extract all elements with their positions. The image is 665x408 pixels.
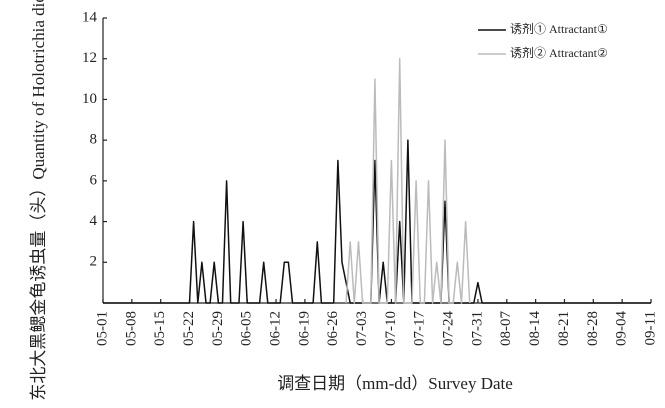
x-tick-label: 06-26 <box>325 311 341 346</box>
x-tick-label: 06-12 <box>267 311 283 346</box>
y-axis-label: 东北大黑鳃金龟诱虫量（头）Quantity of Holotrichia dio… <box>29 0 48 401</box>
legend-label: 诱剂① Attractant① <box>510 21 608 36</box>
x-tick-label: 05-22 <box>181 311 197 346</box>
y-tick-label: 8 <box>90 132 98 148</box>
legend-label: 诱剂② Attractant② <box>510 45 608 60</box>
x-tick-label: 05-08 <box>123 311 139 346</box>
y-tick-label: 4 <box>90 213 98 229</box>
x-tick-label: 06-05 <box>239 311 255 346</box>
x-tick-label: 07-24 <box>441 311 457 346</box>
x-tick-label: 07-17 <box>412 311 428 346</box>
x-tick-label: 05-01 <box>94 311 110 346</box>
y-tick-label: 10 <box>82 91 97 107</box>
x-tick-label: 07-31 <box>469 311 485 346</box>
x-tick-label: 07-03 <box>354 311 370 346</box>
x-tick-label: 09-11 <box>642 311 658 345</box>
x-tick-label: 05-29 <box>210 311 226 346</box>
x-tick-label: 09-04 <box>614 311 630 346</box>
x-axis-label: 调查日期（mm-dd）Survey Date <box>277 374 513 393</box>
x-tick-label: 05-15 <box>152 311 168 346</box>
y-tick-label: 14 <box>82 9 98 25</box>
x-tick-label: 08-07 <box>498 311 514 346</box>
y-tick-label: 6 <box>90 172 98 188</box>
y-tick-label: 12 <box>82 50 97 66</box>
x-tick-label: 08-28 <box>585 311 601 346</box>
x-tick-label: 08-14 <box>527 311 543 346</box>
x-tick-label: 06-19 <box>296 311 312 346</box>
series-line <box>103 139 651 304</box>
x-tick-label: 07-10 <box>383 311 399 346</box>
y-tick-label: 2 <box>90 254 98 270</box>
x-tick-label: 08-21 <box>556 311 572 346</box>
series-line <box>345 57 471 304</box>
